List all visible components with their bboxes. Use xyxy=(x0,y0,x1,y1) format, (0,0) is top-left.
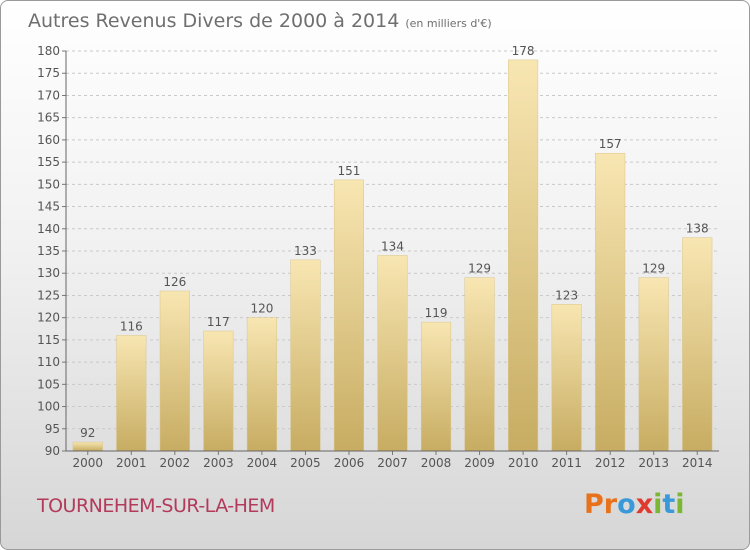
y-tick-label: 150 xyxy=(37,177,60,191)
x-tick-label: 2009 xyxy=(464,456,495,470)
x-tick-label: 2001 xyxy=(116,456,147,470)
y-tick-label: 170 xyxy=(37,88,60,102)
bar xyxy=(420,321,452,452)
proxiti-logo: Proxiti xyxy=(584,489,685,520)
bar-value-label: 133 xyxy=(294,244,317,258)
y-tick-label: 130 xyxy=(37,266,60,280)
x-tick-label: 2012 xyxy=(595,456,626,470)
bar xyxy=(551,304,582,452)
bar-value-label: 123 xyxy=(555,288,578,302)
x-axis-ticks: 2000 2001 2002 2003 2004 2005 2006 2007 2008 2009… xyxy=(72,451,713,470)
y-tick-label: 165 xyxy=(37,111,60,125)
logo-letter: o xyxy=(617,489,636,520)
chart-title: Autres Revenus Divers de 2000 à 2014 (en … xyxy=(28,10,492,32)
bar-value-label: 116 xyxy=(120,319,143,333)
bar xyxy=(377,255,408,452)
y-tick-label: 115 xyxy=(37,333,60,347)
x-tick-label: 2004 xyxy=(247,456,278,470)
x-tick-label: 2000 xyxy=(72,456,103,470)
x-tick-label: 2006 xyxy=(334,456,365,470)
y-tick-label: 145 xyxy=(37,200,60,214)
bar xyxy=(595,152,626,452)
bar-value-label: 157 xyxy=(599,137,622,151)
y-tick-label: 140 xyxy=(37,222,60,236)
logo-letter: r xyxy=(603,489,618,520)
logo-letter: P xyxy=(584,489,604,520)
commune-name: TOURNEHEM-SUR-LA-HEM xyxy=(37,495,275,517)
y-tick-label: 125 xyxy=(37,288,60,302)
y-tick-label: 110 xyxy=(37,355,60,369)
bar-value-label: 138 xyxy=(686,222,709,236)
bar xyxy=(333,179,365,452)
x-tick-label: 2002 xyxy=(160,456,191,470)
bar xyxy=(116,335,147,452)
y-tick-label: 100 xyxy=(37,400,60,414)
y-tick-label: 175 xyxy=(37,66,60,80)
y-tick-label: 95 xyxy=(45,422,60,436)
chart-title-unit: (en milliers d'€) xyxy=(405,17,492,30)
bar xyxy=(246,317,277,452)
x-tick-label: 2003 xyxy=(203,456,234,470)
bar-value-label: 151 xyxy=(338,164,361,178)
bar xyxy=(508,59,539,452)
logo-letter: i xyxy=(675,489,685,520)
bar xyxy=(72,441,103,452)
y-tick-label: 155 xyxy=(37,155,60,169)
x-tick-label: 2014 xyxy=(682,456,713,470)
x-tick-label: 2007 xyxy=(377,456,408,470)
x-tick-label: 2010 xyxy=(508,456,539,470)
bar xyxy=(638,277,669,452)
x-tick-label: 2005 xyxy=(290,456,321,470)
bar xyxy=(159,290,190,452)
bar xyxy=(682,237,713,452)
bar-value-label: 119 xyxy=(425,306,448,320)
x-tick-label: 2013 xyxy=(638,456,669,470)
bar xyxy=(464,277,495,452)
bars xyxy=(72,59,713,452)
y-tick-label: 135 xyxy=(37,244,60,258)
bar-value-label: 178 xyxy=(512,44,535,58)
y-tick-label: 180 xyxy=(37,44,60,58)
bar-value-label: 126 xyxy=(163,275,186,289)
bar-value-label: 117 xyxy=(207,315,230,329)
y-tick-label: 160 xyxy=(37,133,60,147)
bar xyxy=(290,259,321,452)
y-axis-ticks: 90 95 100 105 110 115 120 125 130 135 140 145 150 155… xyxy=(37,44,66,458)
bar-value-label: 129 xyxy=(642,262,665,276)
y-tick-label: 120 xyxy=(37,311,60,325)
bar-value-label: 129 xyxy=(468,262,491,276)
y-tick-label: 90 xyxy=(45,444,60,458)
bar-value-label: 92 xyxy=(80,426,95,440)
bar xyxy=(203,330,234,452)
bar-value-label: 120 xyxy=(250,302,273,316)
y-tick-label: 105 xyxy=(37,377,60,391)
logo-letter: i xyxy=(653,489,663,520)
logo-letter: t xyxy=(662,489,676,520)
logo-letter: x xyxy=(635,489,654,520)
x-tick-label: 2008 xyxy=(421,456,452,470)
data-labels: 92 116 126 117 120 133 151 134 119 129 178 123 157 12… xyxy=(80,44,709,440)
bar-value-label: 134 xyxy=(381,239,404,253)
x-tick-label: 2011 xyxy=(551,456,582,470)
chart-title-main: Autres Revenus Divers de 2000 à 2014 xyxy=(28,10,400,32)
